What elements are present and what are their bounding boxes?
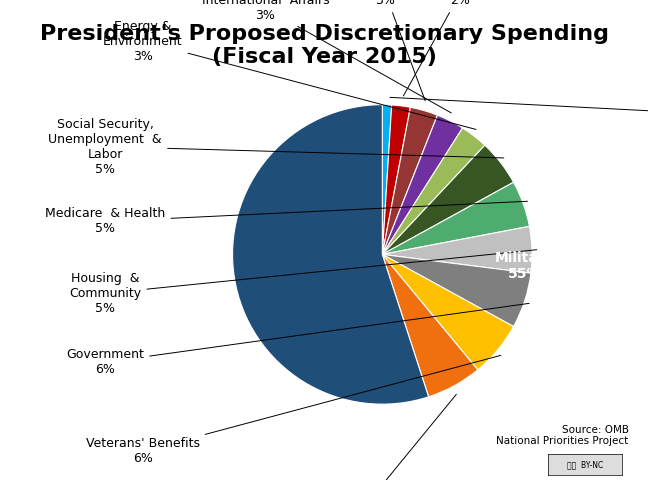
Wedge shape — [382, 254, 478, 397]
Wedge shape — [382, 182, 529, 254]
Wedge shape — [233, 105, 428, 404]
Wedge shape — [382, 105, 392, 254]
Text: Government
6%: Government 6% — [66, 303, 529, 376]
Text: President's Proposed Discretionary Spending
(Fiscal Year 2015): President's Proposed Discretionary Spend… — [40, 24, 608, 67]
Text: Veterans' Benefits
6%: Veterans' Benefits 6% — [86, 355, 501, 465]
Wedge shape — [382, 128, 485, 254]
Text: Housing  &
Community
5%: Housing & Community 5% — [69, 250, 537, 315]
Text: Education
6%: Education 6% — [314, 395, 456, 480]
Text: Food & Agriculture
1%: Food & Agriculture 1% — [390, 97, 648, 131]
Wedge shape — [382, 105, 410, 254]
Wedge shape — [382, 227, 532, 273]
Text: Transportation
2%: Transportation 2% — [403, 0, 505, 96]
Wedge shape — [382, 145, 514, 254]
Text: Medicare  & Health
5%: Medicare & Health 5% — [45, 201, 527, 236]
Wedge shape — [382, 115, 463, 254]
Text: International  Affairs
3%: International Affairs 3% — [202, 0, 451, 113]
Text: Energy &
Environment
3%: Energy & Environment 3% — [103, 20, 476, 130]
Text: Social Security,
Unemployment  &
Labor
5%: Social Security, Unemployment & Labor 5% — [49, 118, 503, 176]
Wedge shape — [382, 108, 437, 254]
Text: Science
3%: Science 3% — [361, 0, 425, 101]
Text: Source: OMB
National Priorities Project: Source: OMB National Priorities Project — [496, 425, 629, 446]
Wedge shape — [382, 254, 531, 326]
Wedge shape — [382, 254, 514, 370]
Text: Military
55%: Military 55% — [495, 252, 555, 281]
Text: ⒸⒸ  BY-NC: ⒸⒸ BY-NC — [567, 460, 603, 469]
